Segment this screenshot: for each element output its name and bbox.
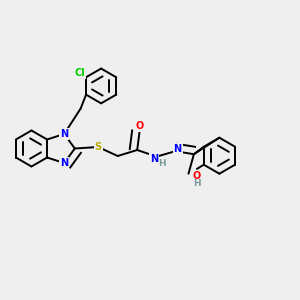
Text: N: N (60, 158, 68, 168)
Text: O: O (193, 171, 201, 181)
Text: H: H (158, 159, 166, 168)
Text: H: H (193, 178, 201, 188)
Text: N: N (174, 144, 182, 154)
Text: O: O (136, 121, 144, 131)
Text: S: S (94, 142, 102, 152)
Text: N: N (150, 154, 158, 164)
Text: Cl: Cl (74, 68, 85, 79)
Text: N: N (60, 129, 68, 139)
